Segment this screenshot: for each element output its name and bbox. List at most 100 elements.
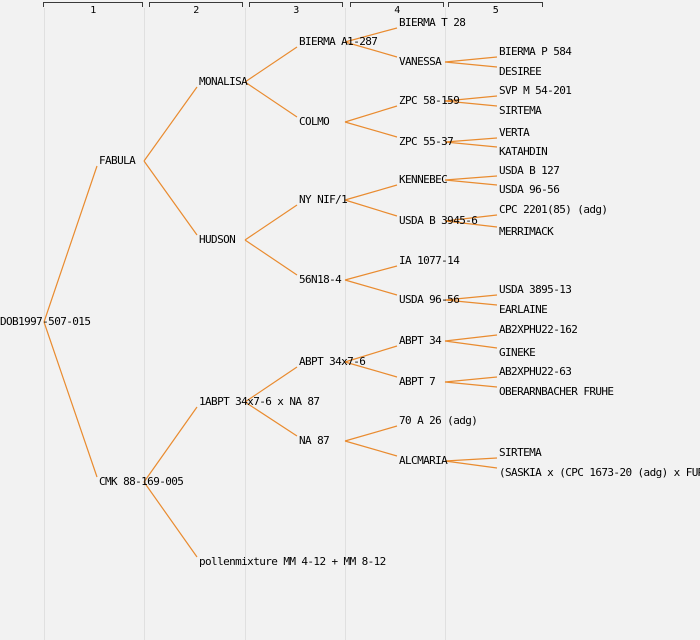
- edge-line: [444, 175, 498, 181]
- edge-line: [444, 137, 498, 143]
- edge-line: [344, 105, 398, 123]
- generation-number: 1: [90, 5, 96, 16]
- tree-node-label: MONALISA: [199, 75, 248, 88]
- column-gridline: [445, 8, 446, 640]
- tree-node-label: BIERMA T 28: [399, 16, 466, 29]
- column-gridline: [245, 8, 246, 640]
- tree-node-label: ZPC 58-159: [399, 94, 460, 107]
- edge-line: [143, 481, 198, 558]
- edge-line: [344, 265, 398, 281]
- tree-node-label: VANESSA: [399, 55, 442, 68]
- edge-line: [43, 165, 98, 323]
- tree-node-label: GINEKE: [499, 346, 536, 359]
- edge-line: [344, 345, 398, 363]
- edge-line: [444, 61, 498, 68]
- generation-bracket: 3: [249, 2, 343, 16]
- tree-node-label: SIRTEMA: [499, 446, 542, 459]
- tree-node-label: ALCMARIA: [399, 454, 448, 467]
- edge-line: [244, 401, 298, 437]
- tree-node-label: HUDSON: [199, 233, 236, 246]
- tree-node-label: USDA B 127: [499, 164, 560, 177]
- generation-number: 5: [492, 5, 499, 16]
- tree-node-label: NY NIF/1: [299, 193, 348, 206]
- edge-line: [344, 425, 398, 442]
- tree-node-label: (SASKIA x (CPC 1673-20 (adg) x FUR: [499, 466, 700, 479]
- edge-line: [143, 406, 198, 483]
- edge-line: [344, 41, 398, 58]
- edge-line: [444, 460, 498, 469]
- generation-bracket: 4: [350, 2, 444, 16]
- edge-line: [344, 279, 398, 296]
- tree-node-label: pollenmixture MM 4-12 + MM 8-12: [199, 555, 386, 568]
- edge-line: [444, 376, 498, 383]
- tree-node-label: BIERMA A1-287: [299, 35, 378, 48]
- edge-line: [444, 457, 498, 462]
- tree-node-label: MERRIMACK: [499, 225, 554, 238]
- tree-node-label: CPC 2201(85) (adg): [499, 203, 608, 216]
- tree-node-label: 1ABPT 34x7-6 x NA 87: [199, 395, 320, 408]
- root-node-label: DOB1997-507-015: [0, 315, 91, 328]
- tree-node-label: ABPT 34x7-6: [299, 355, 366, 368]
- edge-line: [344, 361, 398, 378]
- generation-bracket: 2: [149, 2, 243, 16]
- edge-line: [444, 141, 498, 148]
- edge-line: [444, 220, 498, 228]
- tree-node-label: COLMO: [299, 115, 330, 128]
- tree-node-label: USDA 3895-13: [499, 283, 572, 296]
- edge-line: [444, 334, 498, 342]
- tree-node-label: IA 1077-14: [399, 254, 460, 267]
- edge-line: [244, 366, 298, 403]
- edge-line: [444, 381, 498, 388]
- tree-node-label: USDA B 3945-6: [399, 214, 478, 227]
- generation-bracket: 1: [43, 2, 143, 16]
- edge-line: [444, 179, 498, 186]
- tree-node-label: KENNEBEC: [399, 173, 448, 186]
- edge-line: [444, 214, 498, 222]
- generation-bracket: 5: [448, 2, 543, 16]
- tree-node-label: ABPT 34: [399, 334, 442, 347]
- tree-node-label: OBERARNBACHER FRUHE: [499, 385, 614, 398]
- edge-line: [344, 27, 398, 43]
- tree-node-label: SIRTEMA: [499, 104, 542, 117]
- tree-node-label: 70 A 26 (adg): [399, 414, 478, 427]
- edge-line: [244, 81, 298, 118]
- edge-line: [444, 56, 498, 63]
- edge-line: [344, 199, 398, 217]
- edge-line: [143, 160, 198, 236]
- edge-line: [344, 121, 398, 138]
- edge-line: [244, 204, 298, 241]
- tree-node-label: SVP M 54-201: [499, 84, 572, 97]
- edge-line: [43, 321, 98, 478]
- generation-number: 3: [293, 5, 299, 16]
- tree-node-label: DESIREE: [499, 65, 542, 78]
- edge-line: [143, 86, 198, 162]
- tree-node-label: EARLAINE: [499, 303, 548, 316]
- edge-line: [444, 95, 498, 102]
- edge-line: [444, 100, 498, 107]
- edge-line: [444, 299, 498, 306]
- tree-node-label: KATAHDIN: [499, 145, 548, 158]
- edge-line: [244, 239, 298, 276]
- tree-node-label: NA 87: [299, 434, 330, 447]
- tree-node-label: BIERMA P 584: [499, 45, 572, 58]
- generation-number: 4: [394, 5, 400, 16]
- column-gridline: [345, 8, 346, 640]
- edge-line: [444, 294, 498, 301]
- tree-node-label: USDA 96-56: [399, 293, 460, 306]
- tree-node-label: CMK 88-169-005: [99, 475, 184, 488]
- tree-node-label: 56N18-4: [299, 273, 342, 286]
- edge-line: [344, 184, 398, 201]
- tree-node-label: VERTA: [499, 126, 530, 139]
- tree-node-label: AB2XPHU22-63: [499, 365, 572, 378]
- tree-node-label: ABPT 7: [399, 375, 436, 388]
- generation-number: 2: [193, 5, 199, 16]
- edge-line: [244, 46, 298, 83]
- tree-node-label: ZPC 55-37: [399, 135, 454, 148]
- column-gridline: [144, 8, 145, 640]
- tree-node-label: USDA 96-56: [499, 183, 560, 196]
- tree-node-label: AB2XPHU22-162: [499, 323, 578, 336]
- tree-node-label: FABULA: [99, 154, 136, 167]
- edge-line: [344, 440, 398, 457]
